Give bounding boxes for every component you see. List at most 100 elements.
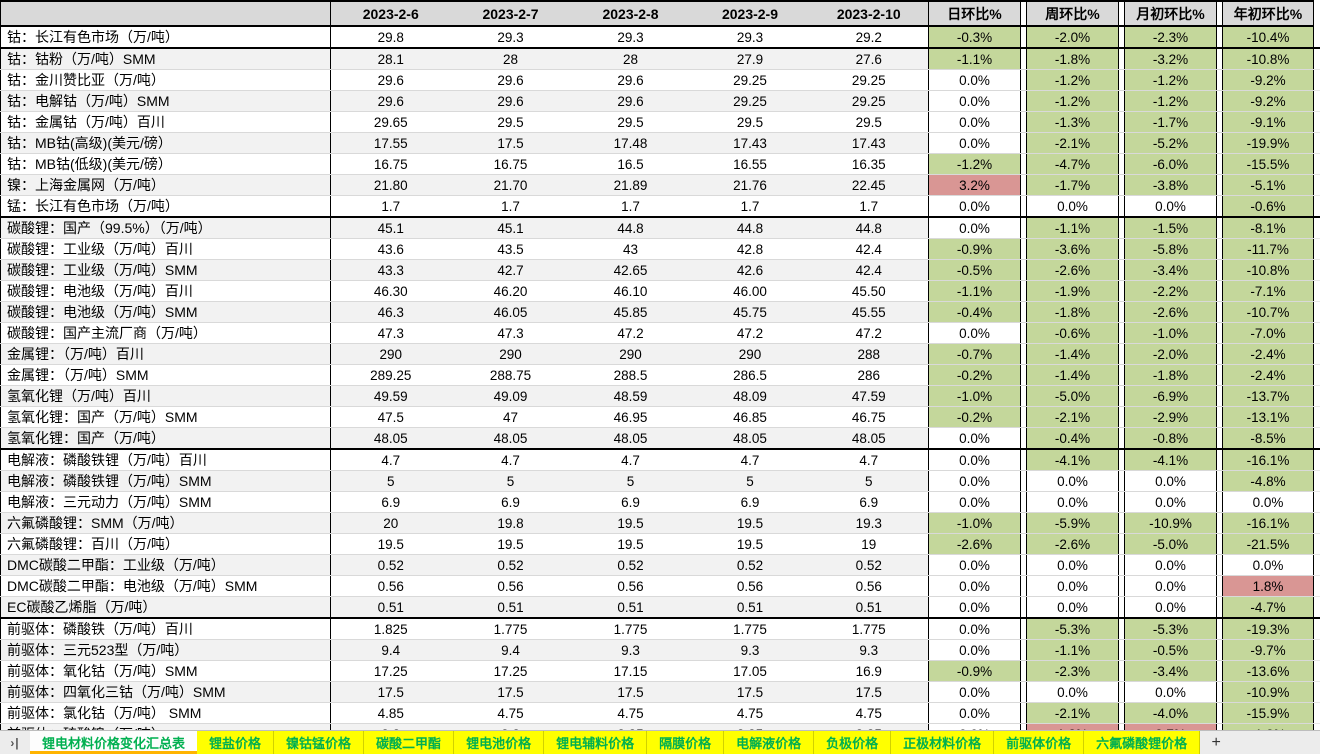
price-cell[interactable]: 16.75 xyxy=(330,153,451,175)
price-cell[interactable]: 19 xyxy=(809,533,929,555)
pct-cell[interactable]: 1.8% xyxy=(1222,575,1314,597)
date-column-header[interactable]: 2023-2-8 xyxy=(570,0,691,27)
price-cell[interactable]: 0.51 xyxy=(809,596,929,619)
pct-cell[interactable]: 0.0% xyxy=(928,702,1021,724)
price-cell[interactable]: 1.7 xyxy=(690,195,810,218)
pct-cell[interactable]: 0.0% xyxy=(928,195,1021,218)
price-cell[interactable]: 1.7 xyxy=(450,195,571,218)
price-cell[interactable]: 3.8 xyxy=(450,723,571,730)
pct-cell[interactable]: -2.2% xyxy=(1124,280,1217,302)
price-cell[interactable]: 29.6 xyxy=(330,90,451,112)
date-column-header[interactable]: 2023-2-6 xyxy=(330,0,451,27)
price-cell[interactable]: 4.75 xyxy=(809,702,929,724)
price-cell[interactable]: 17.5 xyxy=(570,681,691,703)
price-cell[interactable]: 29.5 xyxy=(450,111,571,133)
price-cell[interactable]: 29.3 xyxy=(450,26,571,49)
price-cell[interactable]: 20 xyxy=(330,512,451,534)
pct-cell[interactable]: -2.4% xyxy=(1222,343,1314,365)
pct-cell[interactable]: -1.3% xyxy=(1222,723,1314,730)
pct-cell[interactable]: 0.0% xyxy=(1124,575,1217,597)
price-cell[interactable]: 48.09 xyxy=(690,385,810,407)
pct-cell[interactable]: 0.0% xyxy=(1026,575,1119,597)
pct-cell[interactable]: 0.0% xyxy=(928,639,1021,661)
price-cell[interactable]: 47.2 xyxy=(570,322,691,344)
price-cell[interactable]: 1.825 xyxy=(330,618,451,640)
pct-cell[interactable]: -16.1% xyxy=(1222,449,1314,471)
price-cell[interactable]: 42.4 xyxy=(809,238,929,260)
price-cell[interactable]: 22.45 xyxy=(809,174,929,196)
row-label-cell[interactable]: 电解液：磷酸铁锂（万/吨）百川 xyxy=(0,449,331,471)
price-cell[interactable]: 42.8 xyxy=(690,238,810,260)
pct-cell[interactable]: -0.9% xyxy=(928,660,1021,682)
price-cell[interactable]: 19.5 xyxy=(330,533,451,555)
pct-cell[interactable]: -0.6% xyxy=(1026,322,1119,344)
pct-column-header[interactable]: 周环比% xyxy=(1026,0,1119,27)
price-cell[interactable]: 17.48 xyxy=(570,132,691,154)
price-cell[interactable]: 290 xyxy=(690,343,810,365)
pct-cell[interactable]: -4.0% xyxy=(1124,702,1217,724)
price-cell[interactable]: 1.775 xyxy=(690,618,810,640)
pct-cell[interactable]: -15.9% xyxy=(1222,702,1314,724)
price-cell[interactable]: 48.05 xyxy=(450,427,571,450)
pct-cell[interactable]: -6.0% xyxy=(1124,153,1217,175)
price-cell[interactable]: 46.85 xyxy=(690,406,810,428)
pct-cell[interactable]: -7.0% xyxy=(1222,322,1314,344)
pct-cell[interactable]: -1.3% xyxy=(1026,111,1119,133)
pct-cell[interactable]: -0.3% xyxy=(928,26,1021,49)
pct-cell[interactable]: -1.2% xyxy=(1026,90,1119,112)
pct-cell[interactable]: -0.5% xyxy=(928,259,1021,281)
pct-cell[interactable]: -3.8% xyxy=(1124,174,1217,196)
date-column-header[interactable]: 2023-2-10 xyxy=(809,0,929,27)
row-label-cell[interactable]: 钴：长江有色市场（万/吨） xyxy=(0,26,331,49)
pct-cell[interactable]: -1.2% xyxy=(1124,69,1217,91)
price-cell[interactable]: 45.1 xyxy=(330,217,451,239)
sheet-tab[interactable]: 正极材料价格 xyxy=(891,731,995,754)
pct-cell[interactable]: -1.4% xyxy=(1026,364,1119,386)
pct-cell[interactable]: 0.0% xyxy=(1026,596,1119,619)
pct-cell[interactable]: 0.0% xyxy=(928,132,1021,154)
row-label-cell[interactable]: 金属锂：（万/吨）SMM xyxy=(0,364,331,386)
pct-cell[interactable]: -5.0% xyxy=(1026,385,1119,407)
pct-cell[interactable]: 0.0% xyxy=(928,427,1021,450)
price-cell[interactable]: 1.7 xyxy=(570,195,691,218)
price-cell[interactable]: 0.52 xyxy=(570,554,691,576)
price-cell[interactable]: 4.7 xyxy=(690,449,810,471)
pct-cell[interactable]: -1.1% xyxy=(1026,217,1119,239)
pct-cell[interactable]: -4.1% xyxy=(1026,449,1119,471)
pct-cell[interactable]: -15.5% xyxy=(1222,153,1314,175)
pct-cell[interactable]: -1.2% xyxy=(1026,69,1119,91)
price-cell[interactable]: 43.6 xyxy=(330,238,451,260)
price-cell[interactable]: 47.5 xyxy=(330,406,451,428)
pct-cell[interactable]: 0.0% xyxy=(928,470,1021,492)
pct-cell[interactable]: -1.9% xyxy=(1026,280,1119,302)
price-cell[interactable]: 42.7 xyxy=(450,259,571,281)
price-cell[interactable]: 17.43 xyxy=(809,132,929,154)
pct-cell[interactable]: 0.0% xyxy=(928,69,1021,91)
price-cell[interactable]: 19.5 xyxy=(690,533,810,555)
price-cell[interactable]: 46.05 xyxy=(450,301,571,323)
pct-cell[interactable]: -1.7% xyxy=(1026,174,1119,196)
pct-cell[interactable]: -2.1% xyxy=(1026,406,1119,428)
pct-cell[interactable]: -10.8% xyxy=(1222,259,1314,281)
pct-cell[interactable]: -0.5% xyxy=(1124,639,1217,661)
row-label-cell[interactable]: EC碳酸乙烯脂（万/吨） xyxy=(0,596,331,619)
price-cell[interactable]: 16.5 xyxy=(570,153,691,175)
price-cell[interactable]: 19.5 xyxy=(570,533,691,555)
pct-cell[interactable]: 0.0% xyxy=(1026,491,1119,513)
price-cell[interactable]: 17.5 xyxy=(450,132,571,154)
price-cell[interactable]: 21.76 xyxy=(690,174,810,196)
sheet-tab[interactable]: 锂电辅料价格 xyxy=(544,731,648,754)
pct-cell[interactable]: -1.2% xyxy=(1124,90,1217,112)
pct-cell[interactable]: 0.0% xyxy=(928,449,1021,471)
pct-cell[interactable]: 2.7% xyxy=(1124,723,1217,730)
pct-cell[interactable]: -1.0% xyxy=(928,385,1021,407)
price-cell[interactable]: 19.5 xyxy=(570,512,691,534)
price-cell[interactable]: 29.6 xyxy=(330,69,451,91)
price-cell[interactable]: 288.5 xyxy=(570,364,691,386)
price-cell[interactable]: 28 xyxy=(570,48,691,70)
price-cell[interactable]: 42.4 xyxy=(809,259,929,281)
pct-cell[interactable]: -1.8% xyxy=(1124,364,1217,386)
row-label-cell[interactable]: 钴：电解钴（万/吨）SMM xyxy=(0,90,331,112)
pct-cell[interactable]: -9.1% xyxy=(1222,111,1314,133)
pct-cell[interactable]: -2.6% xyxy=(1124,301,1217,323)
